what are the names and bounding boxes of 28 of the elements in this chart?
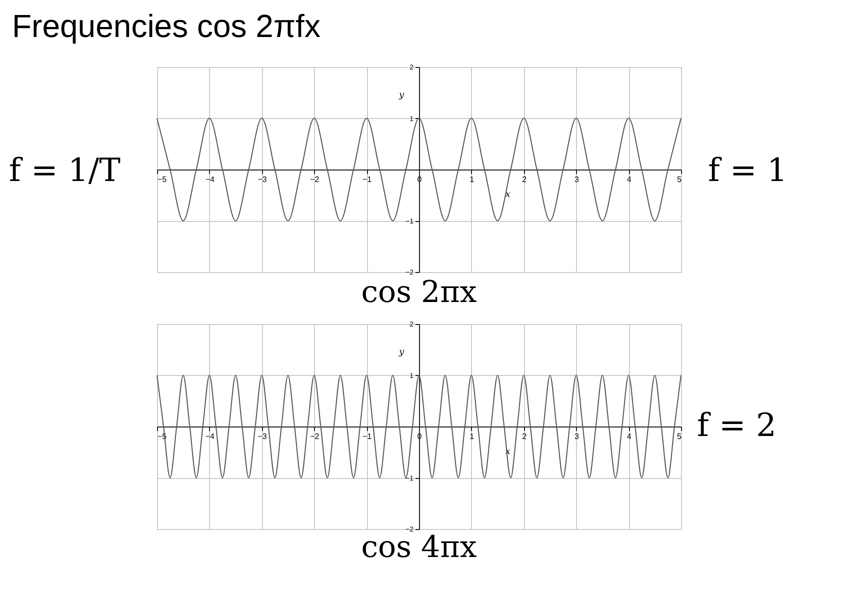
text: f = 1 — [708, 151, 788, 189]
x-tick-label: 3 — [574, 432, 580, 441]
x-axis-title: x — [505, 190, 510, 200]
x-tick-label: −3 — [258, 175, 268, 184]
x-tick-label: −1 — [362, 175, 372, 184]
x-tick-label: 4 — [626, 175, 632, 184]
y-axis-title: y — [398, 348, 405, 358]
x-tick-label: −3 — [258, 432, 268, 441]
text: cos 2πx — [361, 275, 477, 310]
x-tick-label: −5 — [158, 175, 168, 184]
x-tick-label: 1 — [470, 175, 475, 184]
text: f = 1/T — [9, 151, 122, 189]
text: cos 4πx — [361, 530, 477, 565]
x-tick-label: −2 — [310, 175, 320, 184]
x-tick-label: −2 — [310, 432, 320, 441]
x-tick-label: 1 — [470, 432, 475, 441]
x-tick-label: 2 — [522, 175, 528, 184]
x-tick-label: 3 — [574, 175, 580, 184]
y-axis-title: y — [398, 90, 405, 100]
x-tick-label: −4 — [205, 175, 216, 184]
x-tick-label: −4 — [205, 432, 216, 441]
text: f = 2 — [697, 406, 776, 444]
x-tick-label: −1 — [362, 432, 372, 441]
x-tick-label: 5 — [677, 175, 682, 184]
x-tick-label: 5 — [677, 432, 682, 441]
chart-title: Frequencies cos 2πfx — [12, 8, 320, 44]
x-tick-label: 4 — [626, 432, 632, 441]
x-tick-label: 2 — [522, 432, 528, 441]
